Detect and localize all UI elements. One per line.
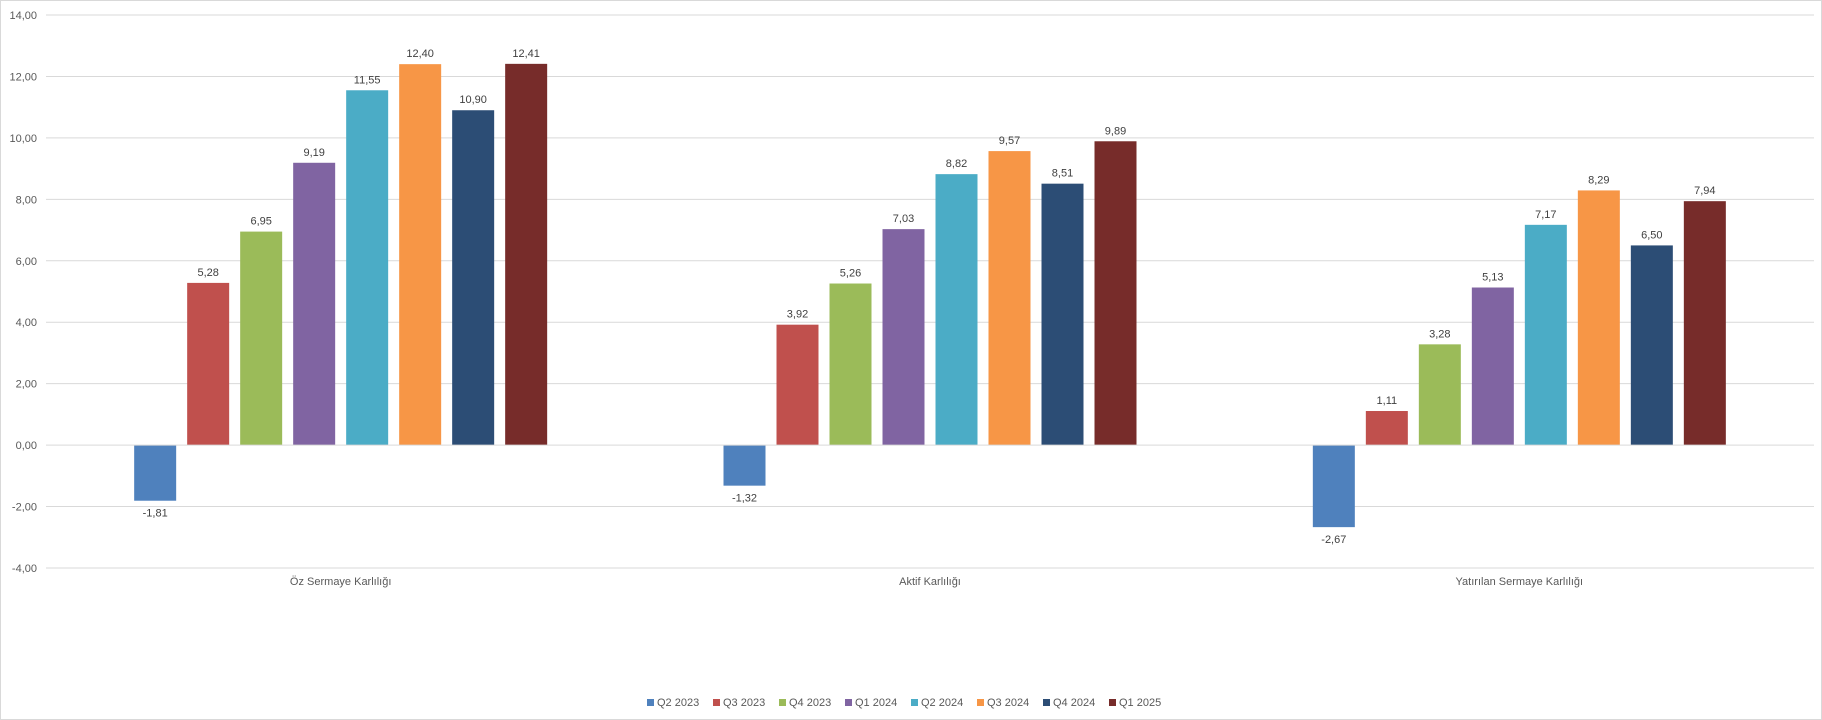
legend-swatch [911, 699, 918, 706]
data-label: 5,26 [840, 268, 861, 280]
data-label: -1,81 [143, 508, 168, 520]
data-label: 12,41 [512, 48, 540, 60]
bar [988, 151, 1031, 446]
bar [776, 324, 819, 446]
bar [1312, 445, 1355, 528]
data-label: 3,92 [787, 309, 808, 321]
y-tick-label: 4,00 [16, 317, 37, 329]
data-label: 3,28 [1429, 328, 1450, 340]
bar [1577, 190, 1620, 446]
y-tick-label: 12,00 [9, 71, 37, 83]
legend-label: Q1 2024 [855, 697, 897, 709]
data-label: 9,19 [303, 147, 324, 159]
bar [240, 231, 283, 446]
legend-label: Q2 2023 [657, 697, 699, 709]
y-axis-ticks: 14,00 12,00 10,00 8,00 6,00 4,00 2,00 0,00 -2,00… [9, 10, 37, 575]
legend-swatch [845, 699, 852, 706]
legend-label: Q4 2024 [1053, 697, 1095, 709]
data-label: 1,11 [1377, 395, 1398, 407]
bar [1041, 183, 1084, 446]
bar [399, 64, 442, 446]
legend-swatch [1109, 699, 1116, 706]
y-tick-label: -2,00 [12, 502, 37, 514]
y-tick-label: 6,00 [16, 256, 37, 268]
bar [505, 63, 548, 446]
legend-swatch [977, 699, 984, 706]
data-label: 6,95 [250, 216, 271, 228]
bar [935, 174, 978, 446]
y-tick-label: 2,00 [16, 379, 37, 391]
data-label: 5,13 [1482, 272, 1503, 284]
legend-swatch [647, 699, 654, 706]
y-tick-label: 10,00 [9, 133, 37, 145]
data-label: 10,90 [459, 94, 487, 106]
legend: Q2 2023 Q3 2023 Q4 2023 Q1 2024 Q2 2024 Q3 20… [647, 697, 1161, 709]
y-tick-label: -4,00 [12, 563, 37, 575]
data-label: 5,28 [197, 267, 218, 279]
legend-label: Q1 2025 [1119, 697, 1161, 709]
y-tick-label: 8,00 [16, 194, 37, 206]
data-label: 8,29 [1588, 174, 1609, 186]
legend-swatch [779, 699, 786, 706]
bar [187, 282, 230, 446]
data-label: -2,67 [1321, 534, 1346, 546]
bar [723, 445, 766, 486]
data-label: 12,40 [406, 48, 434, 60]
legend-swatch [1043, 699, 1050, 706]
data-labels: -1,81 5,28 6,95 9,19 11,55 12,40 10,90 12,41 -1,… [143, 48, 1716, 546]
legend-label: Q4 2023 [789, 697, 831, 709]
category-label: Öz Sermaye Karlılığı [290, 576, 391, 588]
bar [1365, 411, 1408, 446]
data-label: 11,55 [354, 74, 381, 86]
legend-label: Q2 2024 [921, 697, 963, 709]
data-label: 7,03 [893, 213, 914, 225]
data-label: 9,89 [1105, 125, 1126, 137]
category-label: Yatırılan Sermaye Karlılığı [1456, 576, 1584, 588]
data-label: 7,94 [1694, 185, 1715, 197]
x-axis-categories: Öz Sermaye Karlılığı Aktif Karlılığı Yatır… [290, 576, 1583, 588]
bar [1471, 287, 1514, 446]
legend-swatch [713, 699, 720, 706]
data-label: 8,82 [946, 158, 967, 170]
bar [829, 283, 872, 446]
bar [293, 162, 336, 446]
bar [1630, 245, 1673, 446]
bar [452, 110, 495, 446]
bar [346, 90, 389, 446]
bar [134, 445, 177, 501]
y-tick-label: 0,00 [16, 440, 37, 452]
legend-label: Q3 2024 [987, 697, 1029, 709]
bar [882, 229, 925, 446]
data-label: 8,51 [1052, 168, 1073, 180]
y-tick-label: 14,00 [9, 10, 37, 22]
bar [1683, 201, 1726, 446]
category-label: Aktif Karlılığı [899, 576, 961, 588]
bars [134, 63, 1726, 528]
bar [1418, 344, 1461, 446]
gridlines [46, 14, 1814, 569]
data-label: -1,32 [732, 493, 757, 505]
bar [1524, 224, 1567, 446]
bar [1094, 141, 1137, 446]
data-label: 6,50 [1641, 229, 1662, 241]
legend-label: Q3 2023 [723, 697, 765, 709]
data-label: 7,17 [1535, 209, 1556, 221]
data-label: 9,57 [999, 135, 1020, 147]
